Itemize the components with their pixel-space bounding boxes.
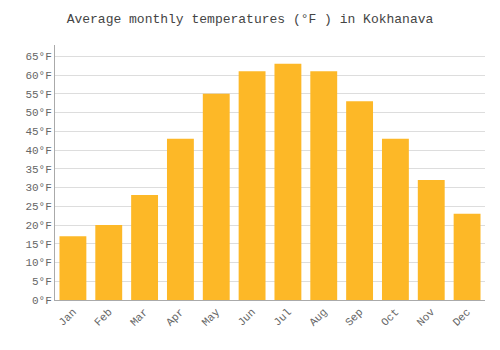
svg-text:Apr: Apr xyxy=(164,306,186,328)
svg-text:55°F: 55°F xyxy=(25,89,51,101)
svg-text:Dec: Dec xyxy=(451,306,473,328)
svg-text:15°F: 15°F xyxy=(25,239,51,251)
svg-text:Feb: Feb xyxy=(92,306,114,328)
svg-text:5°F: 5°F xyxy=(32,276,52,288)
svg-text:10°F: 10°F xyxy=(25,257,51,269)
svg-text:60°F: 60°F xyxy=(25,70,51,82)
svg-text:20°F: 20°F xyxy=(25,220,51,232)
svg-text:25°F: 25°F xyxy=(25,201,51,213)
svg-text:Jan: Jan xyxy=(56,306,78,328)
svg-text:Sep: Sep xyxy=(343,306,365,328)
svg-text:Jul: Jul xyxy=(271,306,293,328)
svg-text:35°F: 35°F xyxy=(25,164,51,176)
svg-text:0°F: 0°F xyxy=(32,295,52,307)
svg-text:Average monthly temperatures (: Average monthly temperatures (°F ) in Ko… xyxy=(67,12,434,27)
svg-text:30°F: 30°F xyxy=(25,182,51,194)
svg-text:50°F: 50°F xyxy=(25,107,51,119)
svg-text:Jun: Jun xyxy=(236,306,258,328)
svg-text:May: May xyxy=(200,306,223,329)
svg-text:Nov: Nov xyxy=(415,306,438,329)
svg-text:Mar: Mar xyxy=(128,306,150,328)
svg-text:65°F: 65°F xyxy=(25,51,51,63)
svg-text:45°F: 45°F xyxy=(25,126,51,138)
svg-text:Aug: Aug xyxy=(307,306,329,328)
svg-text:40°F: 40°F xyxy=(25,145,51,157)
svg-text:Oct: Oct xyxy=(379,306,401,328)
